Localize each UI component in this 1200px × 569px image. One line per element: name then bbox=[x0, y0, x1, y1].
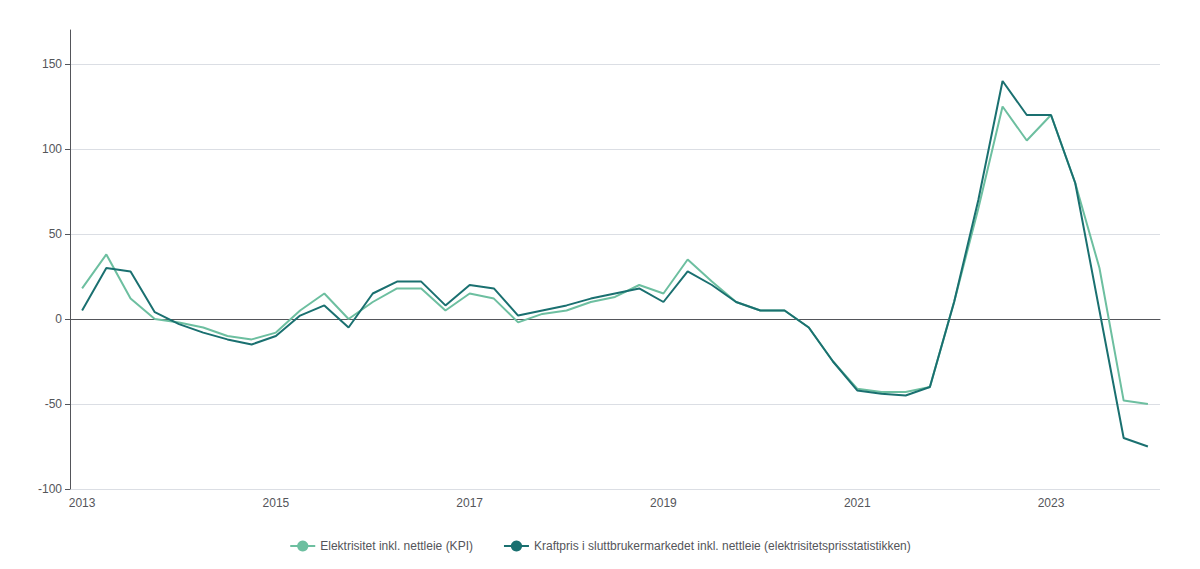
svg-text:2021: 2021 bbox=[844, 496, 871, 510]
svg-text:100: 100 bbox=[42, 142, 62, 156]
svg-text:2019: 2019 bbox=[650, 496, 677, 510]
svg-text:2015: 2015 bbox=[263, 496, 290, 510]
svg-text:Elektrisitet inkl. nettleie (K: Elektrisitet inkl. nettleie (KPI) bbox=[320, 539, 473, 553]
svg-text:50: 50 bbox=[49, 227, 63, 241]
svg-text:2013: 2013 bbox=[69, 496, 96, 510]
svg-text:2023: 2023 bbox=[1038, 496, 1065, 510]
svg-text:0: 0 bbox=[55, 312, 62, 326]
svg-text:2017: 2017 bbox=[456, 496, 483, 510]
svg-text:150: 150 bbox=[42, 57, 62, 71]
svg-text:-100: -100 bbox=[38, 482, 62, 496]
svg-text:-50: -50 bbox=[45, 397, 63, 411]
svg-text:Kraftpris i sluttbrukermarkede: Kraftpris i sluttbrukermarkedet inkl. ne… bbox=[534, 539, 911, 553]
